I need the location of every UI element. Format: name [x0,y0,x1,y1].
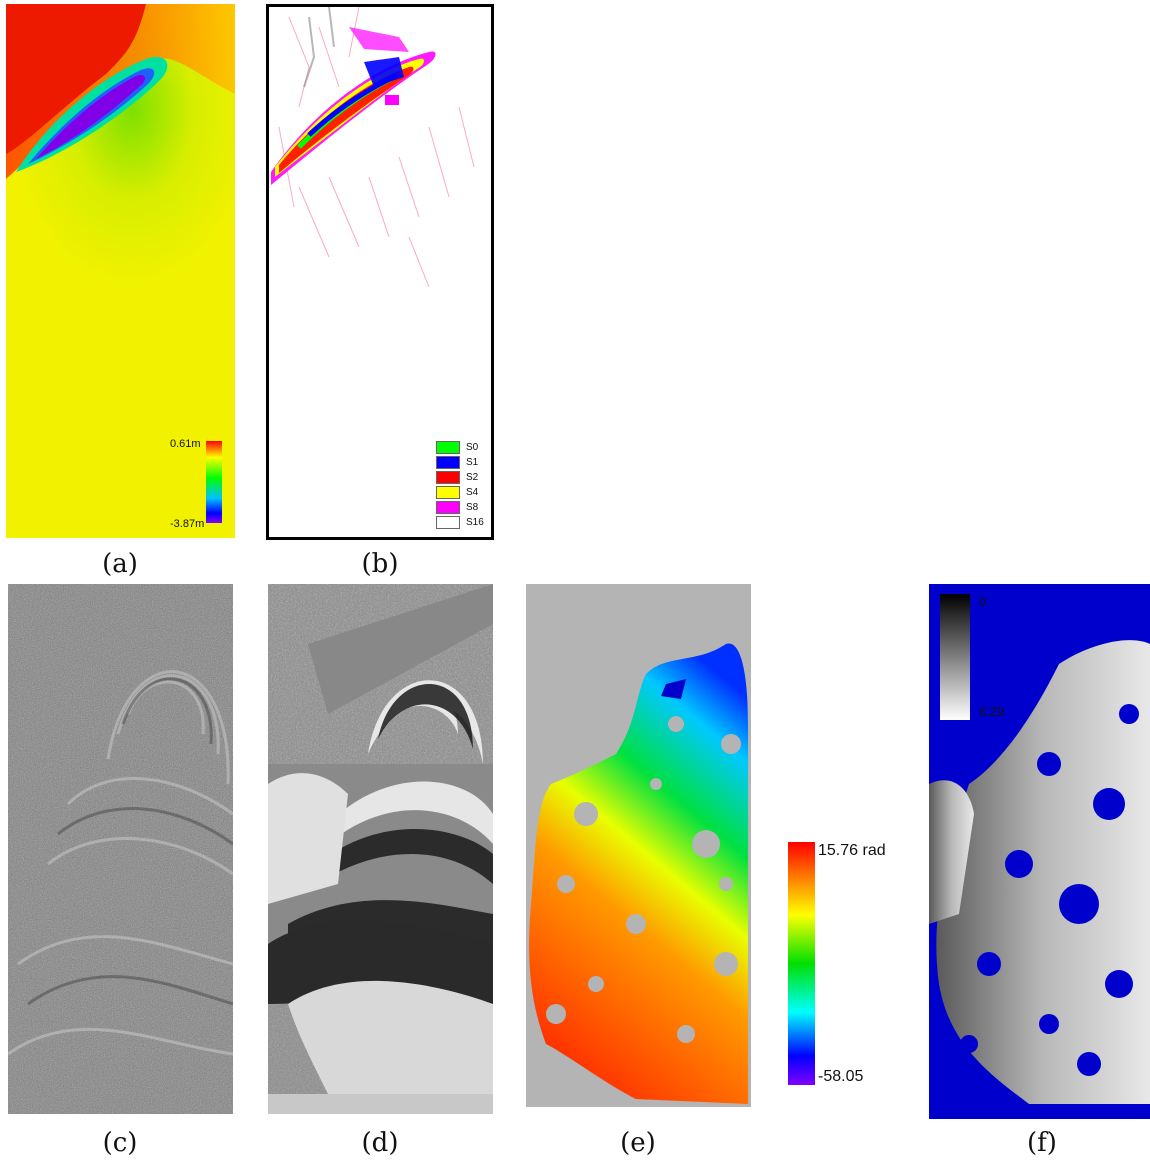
colorbar-a-min-label: -3.87m [170,518,205,530]
panel-f-wrapped-phase-mask: 0 6.29 [929,584,1150,1119]
legend-label: S16 [466,517,484,528]
panel-c-noisy-interferogram [8,584,233,1114]
segmentation-image [271,7,475,288]
caption-a: (a) [102,549,138,579]
panel-d-filtered-interferogram [268,584,493,1114]
colorbar-e [788,842,815,1085]
caption-d: (d) [361,1128,399,1158]
legend-item: S4 [436,485,488,500]
legend-item: S1 [436,455,488,470]
legend-item: S0 [436,440,488,455]
colorbar-e-max-label: 15.76 rad [818,842,886,859]
legend-swatch [436,501,460,514]
legend-item: S16 [436,515,488,530]
legend-swatch [436,471,460,484]
legend-swatch [436,441,460,454]
legend-swatch [436,486,460,499]
deformation-map-image [6,4,235,538]
noisy-interferogram-image [8,584,233,1114]
wrapped-phase-image [929,594,1150,1104]
legend-swatch [436,516,460,529]
legend-label: S2 [466,472,479,483]
filtered-interferogram-image [268,584,493,1114]
colorbar-f-max-label: 6.29 [979,704,1005,719]
caption-f: (f) [1027,1128,1057,1158]
legend-label: S1 [466,457,479,468]
legend-b: S0 S1 S2 S4 S8 S16 [436,440,488,530]
caption-e: (e) [620,1128,656,1158]
legend-item: S2 [436,470,488,485]
colorbar-f-min-label: 0 [979,594,987,609]
colorbar-f [940,594,970,720]
caption-b: (b) [361,549,399,579]
legend-label: S8 [466,502,479,513]
colorbar-a-max-label: 0.61m [170,438,201,450]
legend-label: S4 [466,487,479,498]
unwrapped-phase-image [529,643,748,1104]
panel-b-segmentation-map: S0 S1 S2 S4 S8 S16 [266,4,494,540]
caption-c: (c) [102,1128,138,1158]
panel-a-deformation-map: 0.61m -3.87m [6,4,235,538]
colorbar-e-min-label: -58.05 [818,1068,864,1085]
panel-e-unwrapped-phase [526,584,751,1107]
legend-swatch [436,456,460,469]
legend-label: S0 [466,442,479,453]
legend-item: S8 [436,500,488,515]
colorbar-a [206,441,222,523]
